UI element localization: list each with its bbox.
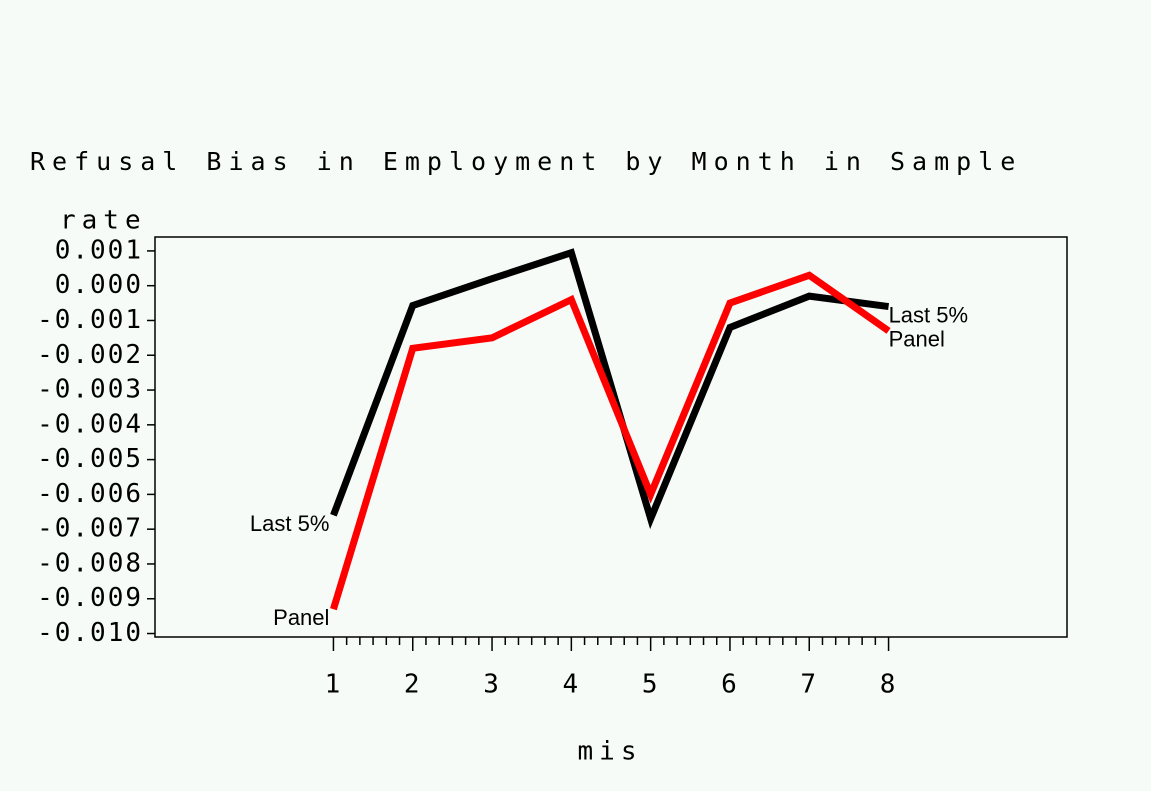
x-tick-label: 2 — [404, 670, 422, 700]
x-tick-label: 6 — [721, 670, 739, 700]
y-tick-label: -0.006 — [37, 479, 143, 509]
series-line — [330, 248, 890, 530]
series-line — [330, 271, 891, 611]
y-tick-label: 0.001 — [55, 235, 143, 265]
y-tick-label: -0.005 — [37, 444, 143, 474]
y-tick-label: -0.007 — [37, 514, 143, 544]
y-tick-label: 0.000 — [55, 270, 143, 300]
y-axis-label: rate — [60, 206, 147, 236]
x-tick-label: 7 — [800, 670, 818, 700]
x-tick-label: 3 — [483, 670, 501, 700]
x-tick-label: 1 — [325, 670, 343, 700]
series-label-end: Last 5% — [889, 302, 969, 327]
chart-title: Refusal Bias in Employment by Month in S… — [30, 147, 1022, 176]
y-tick-label: -0.001 — [37, 305, 143, 335]
x-tick-label: 8 — [880, 670, 898, 700]
series-label-end: Panel — [889, 327, 945, 352]
series-label-start: Panel — [273, 605, 329, 630]
y-tick-label: -0.002 — [37, 340, 143, 370]
x-tick-label: 4 — [563, 670, 581, 700]
y-tick-label: -0.009 — [37, 583, 143, 613]
y-tick-label: -0.010 — [37, 618, 143, 648]
y-tick-label: -0.008 — [37, 548, 143, 578]
plot-frame — [154, 236, 1068, 638]
series-label-start: Last 5% — [250, 511, 330, 536]
x-tick-label: 5 — [642, 670, 660, 700]
x-axis-label: mis — [578, 737, 643, 767]
y-tick-label: -0.004 — [37, 409, 143, 439]
y-tick-label: -0.003 — [37, 375, 143, 405]
